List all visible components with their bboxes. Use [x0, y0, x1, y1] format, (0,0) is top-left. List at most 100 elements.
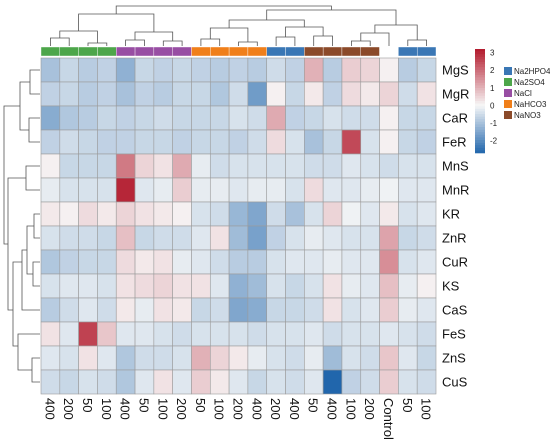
heatmap-cell [416, 225, 437, 251]
heatmap-cell [78, 369, 98, 395]
heatmap-cell [153, 105, 173, 131]
annotation-cell [97, 46, 117, 57]
heatmap-cell [304, 369, 324, 395]
heatmap-cell [285, 201, 305, 227]
row-label: CaS [442, 303, 468, 318]
annotation-cell [247, 46, 267, 57]
heatmap-cell [322, 201, 343, 227]
annotation-cell [360, 46, 380, 57]
heatmap-cell [59, 369, 79, 395]
heatmap-cell [322, 129, 343, 155]
colorbar-segment [475, 103, 485, 107]
heatmap-cell [360, 153, 380, 179]
heatmap-cell [153, 321, 173, 347]
heatmap-cell [416, 201, 437, 227]
column-label: 50 [137, 398, 152, 412]
heatmap-cell [398, 81, 418, 107]
dendrogram-link [25, 165, 40, 191]
colorbar-segment [475, 101, 485, 104]
heatmap-cell [209, 57, 230, 83]
heatmap-cell [341, 177, 362, 203]
heatmap-cell [97, 153, 117, 179]
heatmap-cell [115, 225, 136, 251]
heatmap-cell [341, 297, 362, 323]
heatmap-cell [360, 201, 380, 227]
annotation-cell [191, 46, 211, 57]
heatmap-cell [153, 369, 173, 395]
dendrogram-link [33, 213, 40, 239]
heatmap-cell [59, 201, 79, 227]
heatmap-cell [172, 201, 192, 227]
heatmap-cell [78, 57, 98, 83]
colorbar-segment [475, 69, 485, 73]
heatmap-cell [322, 57, 343, 83]
heatmap-cell [379, 129, 399, 155]
heatmap-cell [191, 177, 211, 203]
legend-label: Na2SO4 [514, 78, 545, 87]
heatmap-cell [153, 153, 173, 179]
heatmap-cell [78, 273, 98, 299]
heatmap-cell [341, 225, 362, 251]
heatmap-cell [360, 105, 380, 131]
dendrogram-link [59, 30, 98, 43]
heatmap-cell [134, 225, 155, 251]
heatmap-cell [40, 57, 61, 83]
heatmap-cell [266, 105, 286, 131]
heatmap-cell [40, 201, 61, 227]
heatmap-cell [172, 177, 192, 203]
heatmap-cell [341, 129, 362, 155]
heatmap-cell [228, 369, 249, 395]
colorbar-segment [475, 75, 485, 78]
heatmap-cell [134, 273, 155, 299]
heatmap-cell [398, 153, 418, 179]
dendrogram-link [351, 40, 371, 46]
annotation-cell [78, 46, 98, 57]
colorbar-segment [475, 59, 485, 63]
row-label: MnS [442, 159, 469, 174]
heatmap-cell [228, 273, 249, 299]
heatmap-cell [285, 369, 305, 395]
heatmap-cell [97, 369, 117, 395]
heatmap-cell [209, 177, 230, 203]
row-label: MnR [442, 183, 469, 198]
column-label: 400 [42, 398, 57, 420]
heatmap-cell [172, 129, 192, 155]
heatmap-cell [322, 105, 343, 131]
dendrogram-link [360, 32, 390, 46]
heatmap-cell [285, 81, 305, 107]
heatmap-cell [115, 249, 136, 275]
dendrogram-link [238, 41, 258, 46]
heatmap-cell [228, 345, 249, 371]
heatmap-cell [266, 81, 286, 107]
heatmap-cell [247, 249, 268, 275]
column-label: 200 [362, 398, 377, 420]
colorbar-segment [475, 54, 485, 58]
heatmap-cell [379, 369, 399, 395]
heatmap-cell [247, 57, 268, 83]
dendrogram-link [209, 27, 249, 42]
heatmap-cell [191, 273, 211, 299]
heatmap-cell [416, 369, 437, 395]
heatmap-cell [322, 249, 343, 275]
heatmap-cell [379, 81, 399, 107]
heatmap-cell [115, 81, 136, 107]
dendrogram-link [21, 249, 40, 311]
heatmap-cell [172, 81, 192, 107]
heatmap-cell [172, 225, 192, 251]
heatmap-cell [78, 153, 98, 179]
heatmap-cell [209, 153, 230, 179]
heatmap-cell [78, 249, 98, 275]
row-labels: MgS MgR CaR FeR MnS MnR KR ZnR CuR KS CaS FeS ZnS CuS [442, 63, 469, 390]
heatmap-cell [398, 201, 418, 227]
heatmap-cell [97, 201, 117, 227]
dendrogram-link [12, 261, 22, 347]
colorbar-segment [475, 150, 485, 154]
heatmap-cell [322, 369, 343, 395]
heatmap-cell [209, 321, 230, 347]
heatmap-cell [40, 273, 61, 299]
heatmap-cell [360, 177, 380, 203]
heatmap-cell [398, 57, 418, 83]
heatmap-cell [379, 345, 399, 371]
heatmap-cell [78, 297, 98, 323]
heatmap-cell [304, 153, 324, 179]
